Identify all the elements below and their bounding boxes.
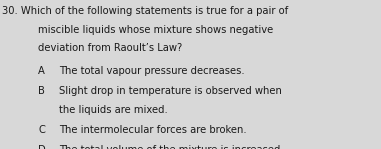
Text: The total volume of the mixture is increased.: The total volume of the mixture is incre… (59, 145, 284, 149)
Text: A: A (38, 66, 45, 76)
Text: D: D (38, 145, 46, 149)
Text: B: B (38, 86, 45, 96)
Text: Slight drop in temperature is observed when: Slight drop in temperature is observed w… (59, 86, 282, 96)
Text: 30. Which of the following statements is true for a pair of: 30. Which of the following statements is… (2, 6, 288, 16)
Text: The intermolecular forces are broken.: The intermolecular forces are broken. (59, 125, 247, 135)
Text: deviation from Raoult’s Law?: deviation from Raoult’s Law? (38, 43, 182, 53)
Text: miscible liquids whose mixture shows negative: miscible liquids whose mixture shows neg… (38, 25, 273, 35)
Text: The total vapour pressure decreases.: The total vapour pressure decreases. (59, 66, 245, 76)
Text: C: C (38, 125, 45, 135)
Text: the liquids are mixed.: the liquids are mixed. (59, 105, 168, 115)
